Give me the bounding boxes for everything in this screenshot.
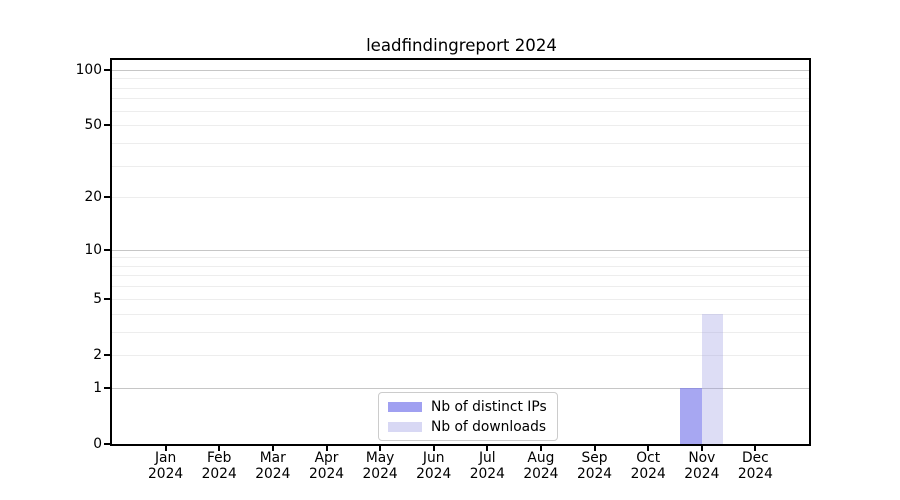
x-tick-mark bbox=[164, 446, 167, 451]
x-tick-mark bbox=[432, 446, 435, 451]
x-tick-label: Jul 2024 bbox=[469, 450, 505, 482]
y-tick-label: 2 bbox=[93, 346, 102, 363]
x-tick-label: Nov 2024 bbox=[684, 450, 720, 482]
x-tick-label: Dec 2024 bbox=[737, 450, 773, 482]
legend-swatch-nb-of-distinct-ips bbox=[388, 401, 422, 412]
y-tick-mark bbox=[104, 68, 110, 71]
x-tick-mark bbox=[218, 446, 221, 451]
x-tick-mark bbox=[700, 446, 703, 451]
y-tick-label: 5 bbox=[93, 290, 102, 307]
x-tick-mark bbox=[271, 446, 274, 451]
y-tick-label: 0 bbox=[93, 436, 102, 452]
legend: Nb of distinct IPs Nb of downloads bbox=[378, 392, 558, 441]
legend-item-nb-of-distinct-ips: Nb of distinct IPs bbox=[388, 398, 547, 415]
y-tick-mark bbox=[104, 297, 110, 300]
legend-label: Nb of distinct IPs bbox=[431, 398, 547, 415]
y-tick-label: 10 bbox=[84, 241, 102, 258]
x-tick-label: Apr 2024 bbox=[308, 450, 345, 482]
x-tick-label: Sep 2024 bbox=[576, 450, 613, 482]
x-tick-label: Oct 2024 bbox=[630, 450, 666, 482]
x-tick-label: Jan 2024 bbox=[148, 450, 184, 482]
x-tick-label: Mar 2024 bbox=[255, 450, 291, 482]
legend-item-nb-of-downloads: Nb of downloads bbox=[388, 418, 547, 435]
y-tick-label: 100 bbox=[75, 61, 102, 78]
plot-area bbox=[110, 58, 811, 446]
y-tick-label: 1 bbox=[93, 379, 102, 396]
legend-swatch-nb-of-downloads bbox=[388, 421, 422, 432]
x-tick-mark bbox=[379, 446, 382, 451]
x-tick-mark bbox=[486, 446, 489, 451]
y-tick-label: 50 bbox=[84, 117, 102, 134]
x-tick-mark bbox=[754, 446, 757, 451]
y-tick-mark bbox=[104, 443, 110, 445]
x-tick-label: Jun 2024 bbox=[416, 450, 452, 482]
x-tick-mark bbox=[325, 446, 328, 451]
y-tick-label: 20 bbox=[84, 189, 102, 206]
y-tick-mark bbox=[104, 248, 110, 251]
y-tick-mark bbox=[104, 196, 110, 199]
x-tick-label: Aug 2024 bbox=[523, 450, 559, 482]
y-tick-mark bbox=[104, 386, 110, 389]
x-tick-label: May 2024 bbox=[362, 450, 398, 482]
x-tick-mark bbox=[593, 446, 596, 451]
bar-nb-of-downloads-nov bbox=[701, 313, 724, 444]
y-tick-mark bbox=[104, 353, 110, 356]
x-tick-mark bbox=[647, 446, 650, 451]
legend-label: Nb of downloads bbox=[431, 418, 547, 435]
y-tick-mark bbox=[104, 124, 110, 127]
x-tick-label: Feb 2024 bbox=[201, 450, 237, 482]
chart-title: leadfindingreport 2024 bbox=[366, 36, 557, 55]
bar-nb-of-distinct-ips-nov bbox=[680, 387, 702, 444]
x-tick-mark bbox=[539, 446, 542, 451]
